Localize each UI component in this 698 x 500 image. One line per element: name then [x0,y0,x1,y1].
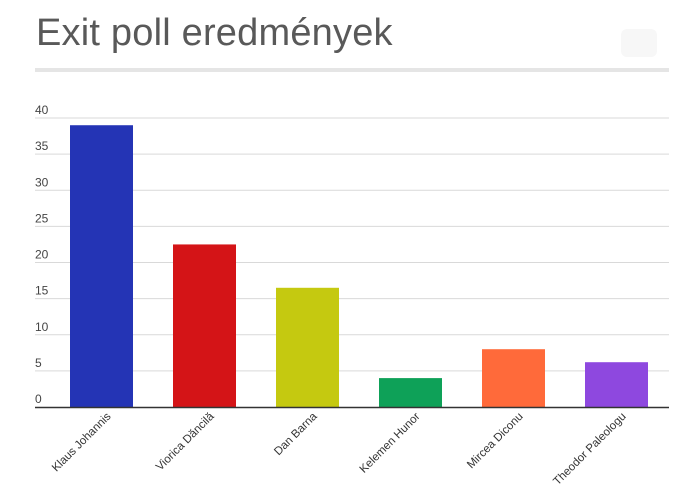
bar[interactable] [70,125,133,407]
bar[interactable] [173,244,236,407]
title-divider [35,68,669,72]
x-axis-labels: Klaus Johannis Viorica Dăncilă Dan Barna Ke… [50,410,629,488]
chart-title: Exit poll eredmények [36,12,393,54]
bar[interactable] [585,362,648,407]
bar[interactable] [276,287,339,407]
y-tick-label: 10 [35,320,49,334]
y-tick-label: 5 [35,356,42,370]
bar[interactable] [482,349,545,407]
x-category-label: Dan Barna [272,410,320,458]
y-axis-ticks: 0 5 10 15 20 25 30 35 40 [35,103,49,406]
bar[interactable] [379,378,442,407]
x-category-label: Viorica Dăncilă [154,410,217,473]
y-tick-label: 15 [35,284,49,298]
y-tick-label: 40 [35,103,49,117]
bars [70,125,648,407]
x-category-label: Mircea Diconu [465,411,525,471]
y-tick-label: 35 [35,139,49,153]
gridlines [35,117,669,372]
y-tick-label: 30 [35,175,49,189]
y-tick-label: 20 [35,248,49,262]
y-tick-label: 25 [35,211,49,225]
x-category-label: Klaus Johannis [50,410,114,474]
x-category-label: Theodor Paleologu [551,411,628,488]
y-tick-label: 0 [35,392,42,406]
x-category-label: Kelemen Hunor [358,411,423,476]
menu-icon[interactable] [621,29,657,57]
